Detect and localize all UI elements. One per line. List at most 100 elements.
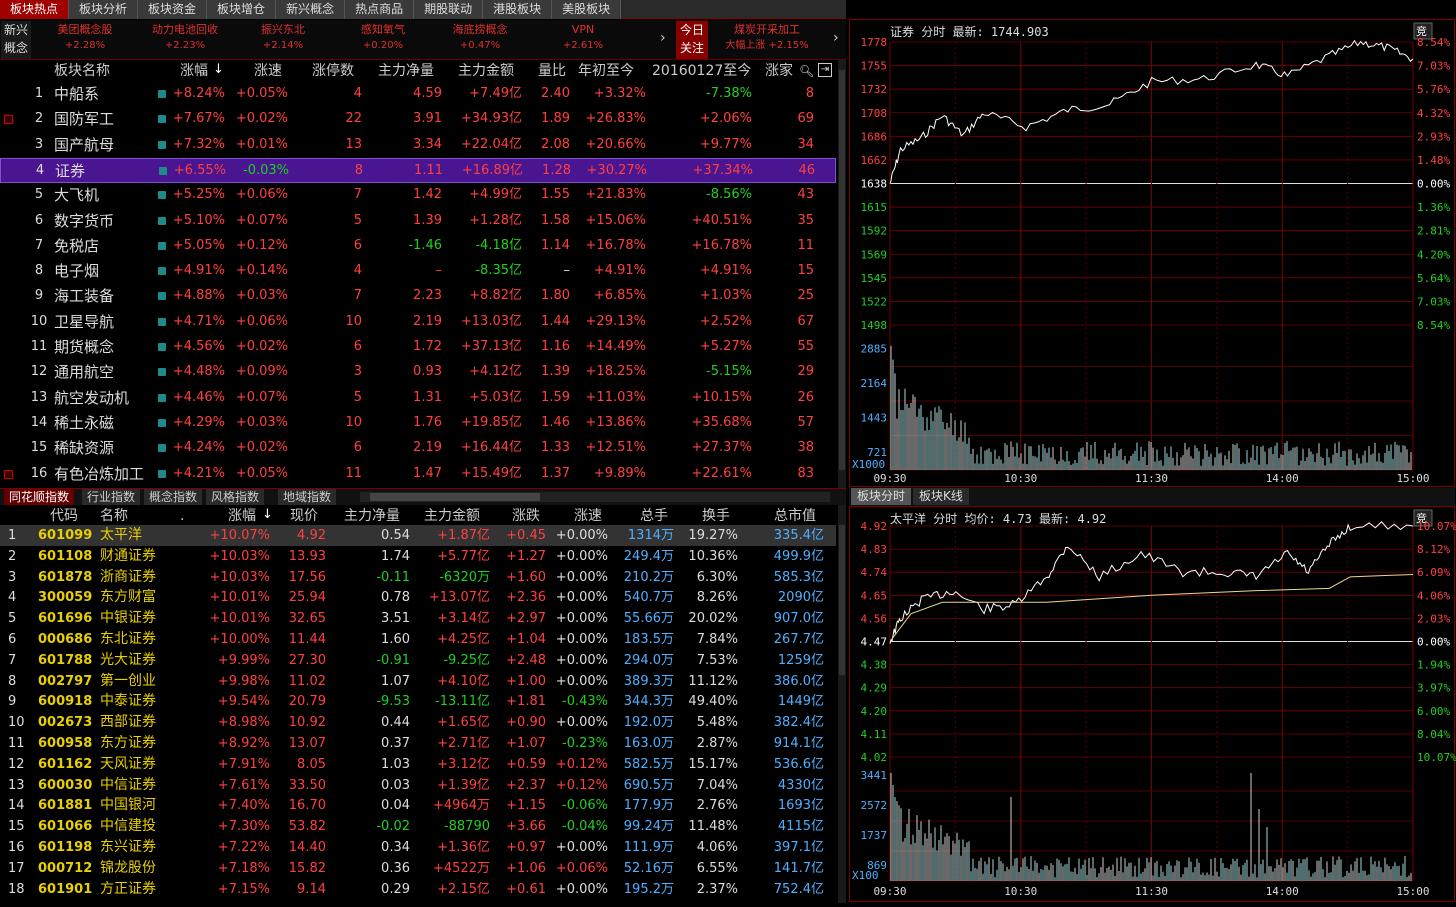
add-icon[interactable] [158, 216, 166, 225]
stock-row[interactable]: 13 600030 中信证券 +7.61% 33.50 0.03 +1.39亿 +2.37 +0… [0, 775, 836, 796]
search-icon[interactable]: 🔍︎ [799, 64, 815, 78]
top-tab[interactable]: 期股联动 [414, 0, 484, 19]
add-icon[interactable] [158, 418, 166, 427]
add-icon[interactable] [158, 191, 166, 200]
sector-row[interactable]: 5 大飞机 +5.25% +0.06% 7 1.42 +4.99亿 1.55 +21.83% -8… [0, 183, 836, 208]
sector-col-header[interactable]: 年初至今 [578, 63, 634, 79]
top-tab[interactable]: 板块分析 [69, 0, 139, 19]
stock-row[interactable]: 12 601162 天风证券 +7.91% 8.05 1.03 +3.12亿 +0.59 +0.… [0, 754, 836, 775]
index-tab[interactable]: 概念指数 [144, 489, 203, 505]
top-tab[interactable]: 热点商品 [345, 0, 415, 19]
add-icon[interactable] [158, 292, 166, 301]
top-tab[interactable]: 港股板块 [483, 0, 553, 19]
add-icon[interactable] [158, 343, 166, 351]
sector-col-header[interactable]: 涨幅 [180, 63, 208, 79]
sector-col-header[interactable]: 主力净量 [378, 63, 434, 79]
sector-row[interactable]: 7 免税店 +5.05% +0.12% 6 -1.46 -4.18亿 1.14 +16.78% +… [0, 234, 836, 259]
chevron-right-icon[interactable]: › [660, 30, 666, 46]
stock-col-header[interactable]: 总市值 [774, 508, 816, 524]
add-icon[interactable] [159, 166, 167, 175]
index-tab[interactable]: 同花顺指数 [4, 489, 75, 505]
expand-icon[interactable] [4, 469, 13, 479]
concept-item[interactable]: 振兴东北 +2.14% [228, 22, 338, 54]
stock-intraday-chart[interactable]: 太平洋 分时 均价: 4.73 最新: 4.92 竞 4.92 10.07% 4.83 8… [849, 506, 1456, 902]
top-tab[interactable]: 新兴概念 [276, 0, 346, 19]
concept-item[interactable]: 美团概念股 +2.28% [30, 22, 140, 54]
top-tab[interactable]: 板块资金 [138, 0, 208, 19]
stock-col-header[interactable]: 名称 [100, 508, 128, 524]
stock-col-header[interactable]: 总手 [640, 508, 668, 524]
stock-row[interactable]: 15 601066 中信建投 +7.30% 53.82 -0.02 -88790 +3.66-… [0, 816, 836, 837]
stock-col-header[interactable]: 现价 [290, 508, 318, 524]
add-icon[interactable] [158, 368, 166, 377]
sector-row[interactable]: 15 稀缺资源 +4.24% +0.02% 6 2.19 +16.44亿 1.33 +12.51… [0, 436, 836, 461]
concept-item[interactable]: 海底捞概念 +0.47% [425, 22, 535, 54]
sector-intraday-chart[interactable]: 证券 分时 最新: 1744.903 竞 1778 8.54% 1755 7.03% 173… [849, 19, 1455, 487]
index-tab[interactable]: 风格指数 [206, 489, 265, 505]
tab-sector-kline[interactable]: 板块K线 [913, 488, 969, 505]
sector-row[interactable]: 4 证券 +6.55% -0.03% 8 1.11 +16.89亿 1.28 +30.27% +3… [0, 157, 836, 183]
sector-col-header[interactable]: 涨速 [254, 63, 282, 79]
sector-row[interactable]: 3 国产航母 +7.32% +0.01% 13 3.34 +22.04亿 2.08 +20.66… [0, 133, 836, 158]
add-icon[interactable] [158, 90, 166, 98]
sort-desc-icon[interactable]: ↓ [213, 62, 224, 77]
stock-col-header[interactable]: . [180, 508, 185, 524]
add-icon[interactable] [158, 469, 166, 478]
add-icon[interactable] [158, 241, 166, 250]
add-icon[interactable] [158, 317, 166, 326]
top-tab[interactable]: 板块热点 [0, 0, 70, 19]
stock-col-header[interactable]: 涨速 [574, 508, 602, 524]
sector-col-header[interactable]: 涨家 [765, 63, 793, 79]
sector-row[interactable]: 8 电子烟 +4.91% +0.14% 4 – -8.35亿 – +4.91% +4.91% 15 [0, 259, 836, 284]
add-icon[interactable] [158, 444, 166, 453]
expand-icon[interactable] [4, 115, 13, 125]
sector-col-header[interactable]: 板块名称 [54, 63, 110, 79]
index-tab[interactable]: 地域指数 [278, 489, 337, 505]
sector-col-header[interactable]: 主力金额 [458, 63, 514, 79]
stock-col-header[interactable]: 主力金额 [424, 508, 480, 524]
stock-row[interactable]: 7 601788 光大证券 +9.99% 27.30 -0.91 -9.25亿 +2.48 +0… [0, 650, 836, 671]
add-icon[interactable] [158, 115, 166, 124]
stock-row[interactable]: 18 601901 方正证券 +7.15% 9.14 0.29 +2.15亿 +0.61 +0.… [0, 879, 836, 900]
top-tab[interactable]: 板块增仓 [207, 0, 277, 19]
stock-row[interactable]: 14 601881 中国银河 +7.40% 16.70 0.04 +4964万 +1.15 -0… [0, 795, 836, 816]
stock-row[interactable]: 11 600958 东方证券 +8.92% 13.07 0.37 +2.71亿 +1.07 -0… [0, 733, 836, 754]
focus-head[interactable]: 今日 关注 [676, 21, 708, 59]
sector-col-header[interactable]: 20160127至今 [652, 63, 752, 79]
concept-item[interactable]: VPN +2.61% [528, 22, 638, 54]
stock-row[interactable]: 17 000712 锦龙股份 +7.18% 15.82 0.36 +4522万 +1.06 +0… [0, 858, 836, 879]
stock-row[interactable]: 8 002797 第一创业 +9.98% 11.02 1.07 +4.10亿 +1.00 +0.… [0, 671, 836, 692]
focus-item[interactable]: 煤炭开采加工 大幅上涨 +2.15% [712, 22, 822, 54]
sector-row[interactable]: 9 海工装备 +4.88% +0.03% 7 2.23 +8.82亿 1.80 +6.85% +1… [0, 284, 836, 309]
add-icon[interactable] [158, 393, 166, 402]
stock-row[interactable]: 1 601099 太平洋 +10.07% 4.92 0.54 +1.87亿 +0.45 +0.0… [0, 525, 836, 546]
stock-row[interactable]: 10 002673 西部证券 +8.98% 10.92 0.44 +1.65亿 +0.90 +0… [0, 712, 836, 733]
stock-col-header[interactable]: 涨幅 [228, 508, 256, 524]
sort-desc-icon[interactable]: ↓ [262, 507, 273, 522]
sector-row[interactable]: 11 期货概念 +4.56% +0.02% 6 1.72 +37.13亿 1.16 +14.49… [0, 335, 836, 360]
expand-icon[interactable]: ⇥ [818, 63, 832, 77]
sector-row[interactable]: 2 国防军工 +7.67% +0.02% 22 3.91 +34.93亿 1.89 +26.83… [0, 107, 836, 132]
stock-col-header[interactable]: 涨跌 [512, 508, 540, 524]
sector-row[interactable]: 6 数字货币 +5.10% +0.07% 5 1.39 +1.28亿 1.58 +15.06% +… [0, 209, 836, 234]
stock-row[interactable]: 9 600918 中泰证券 +9.54% 20.79 -9.53 -13.11亿 +1.81-… [0, 691, 836, 712]
concept-item[interactable]: 感知氧气 +0.20% [328, 22, 438, 54]
stock-scrollbar[interactable] [838, 505, 846, 903]
chevron-right-icon[interactable]: › [833, 30, 839, 46]
sector-row[interactable]: 10 卫星导航 +4.71% +0.06% 10 2.19 +13.03亿 1.44 +29.1… [0, 310, 836, 335]
stock-col-header[interactable]: 换手 [702, 508, 730, 524]
sector-col-header[interactable]: 涨停数 [312, 63, 354, 79]
index-tab[interactable]: 行业指数 [82, 489, 141, 505]
add-icon[interactable] [158, 140, 166, 149]
add-icon[interactable] [158, 267, 166, 276]
sector-row[interactable]: 14 稀土永磁 +4.29% +0.03% 10 1.76 +19.85亿 1.46 +13.8… [0, 411, 836, 436]
horizontal-scrollbar[interactable] [360, 492, 830, 502]
stock-col-header[interactable]: 主力净量 [344, 508, 400, 524]
sector-col-header[interactable]: 量比 [538, 63, 566, 79]
sector-row[interactable]: 1 中船系 +8.24% +0.05% 4 4.59 +7.49亿 2.40 +3.32% -7.… [0, 82, 836, 107]
stock-row[interactable]: 6 000686 东北证券 +10.00% 11.44 1.60 +4.25亿 +1.04 +0… [0, 629, 836, 650]
stock-row[interactable]: 4 300059 东方财富 +10.01% 25.94 0.78 +13.07亿 +2.36 +… [0, 587, 836, 608]
sector-row[interactable]: 12 通用航空 +4.48% +0.09% 3 0.93 +4.12亿 1.39 +18.25%… [0, 360, 836, 385]
concept-head[interactable]: 新兴 概念 [1, 21, 31, 59]
stock-row[interactable]: 16 601198 东兴证券 +7.22% 14.40 0.34 +1.36亿 +0.97 +0… [0, 837, 836, 858]
